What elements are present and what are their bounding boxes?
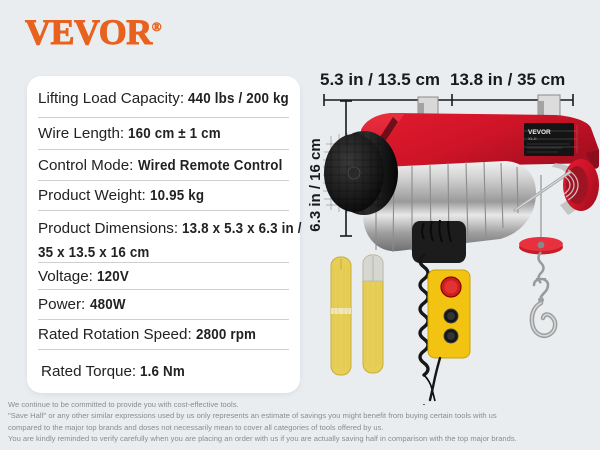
svg-text:13.8 in / 35 cm: 13.8 in / 35 cm: [450, 70, 565, 89]
svg-text:6.3 in / 16 cm: 6.3 in / 16 cm: [307, 138, 324, 231]
svg-text:XL-II: XL-II: [528, 136, 536, 141]
svg-text:5.3 in / 13.5 cm: 5.3 in / 13.5 cm: [320, 70, 440, 89]
svg-text:VEVOR: VEVOR: [528, 129, 551, 136]
